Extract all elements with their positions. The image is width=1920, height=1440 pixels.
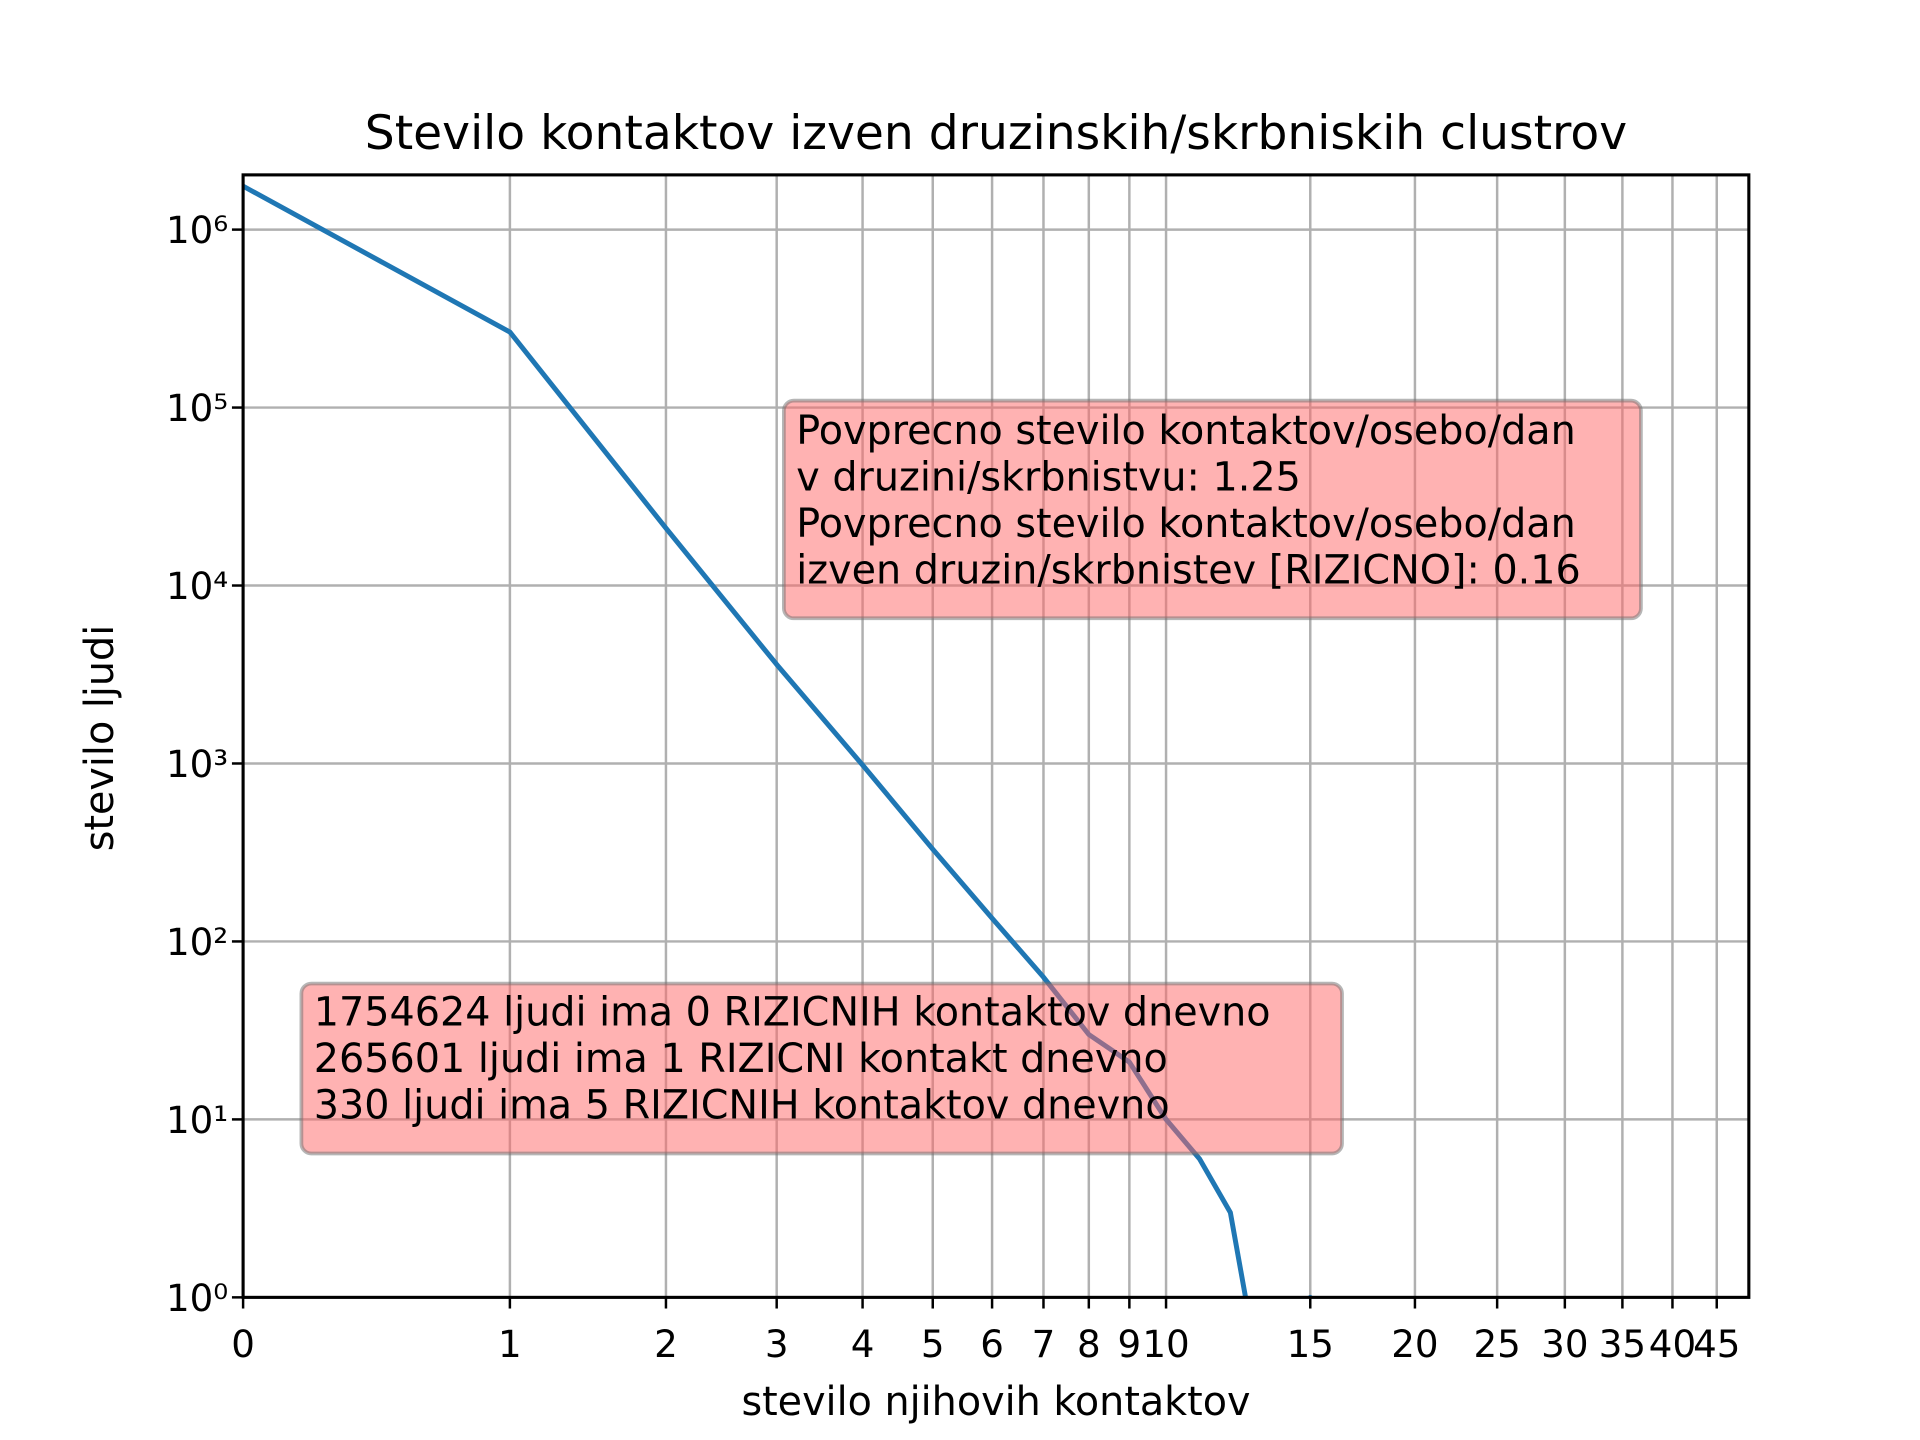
x-axis-label: stevilo njihovih kontaktov [741, 1379, 1250, 1425]
data-line [243, 183, 1356, 1298]
x-tick-label: 8 [1077, 1322, 1101, 1366]
annotation-background [782, 398, 1643, 621]
y-axis-label: stevilo ljudi [77, 625, 123, 851]
x-tick-label: 45 [1693, 1322, 1740, 1366]
annotation-line: Povprecno stevilo kontaktov/osebo/dan [796, 501, 1575, 547]
x-tick-label: 10 [1142, 1322, 1189, 1366]
annotation-line: 265601 ljudi ima 1 RIZICNI kontakt dnevn… [314, 1036, 1168, 1082]
x-tick-label: 35 [1599, 1322, 1646, 1366]
x-tick-label: 30 [1541, 1322, 1588, 1366]
y-tick-label: 10⁵ [166, 386, 228, 430]
ticks: 0 1 2 3 4 5 6 7 8 9 10 15 20 25 30 35 404510⁰10¹10²10³10… [166, 208, 1740, 1366]
annotation-line: v druzini/skrbnistvu: 1.25 [796, 455, 1301, 501]
axes-frame [241, 173, 1751, 1299]
x-tick-label: 1 [498, 1322, 522, 1366]
x-tick-label: 5 [921, 1322, 945, 1366]
x-tick-label: 3 [765, 1322, 789, 1366]
plot-area [243, 183, 1356, 1298]
annotation-line: izven druzin/skrbnistev [RIZICNO]: 0.16 [796, 548, 1581, 594]
y-tick-label: 10² [166, 920, 228, 964]
x-tick-label: 0 [231, 1322, 255, 1366]
y-tick-label: 10¹ [166, 1098, 228, 1142]
x-tick-label: 15 [1287, 1322, 1334, 1366]
y-tick-label: 10⁶ [166, 208, 228, 252]
y-tick-label: 10⁰ [166, 1276, 228, 1320]
chart-title: Stevilo kontaktov izven druzinskih/skrbn… [365, 106, 1627, 161]
x-tick-label: 25 [1473, 1322, 1520, 1366]
y-tick-label: 10³ [166, 742, 228, 786]
x-tick-label: 9 [1118, 1322, 1142, 1366]
x-tick-label: 20 [1391, 1322, 1438, 1366]
annotation-line: Povprecno stevilo kontaktov/osebo/dan [796, 408, 1575, 454]
y-tick-label: 10⁴ [166, 564, 228, 608]
annotation-background [299, 981, 1344, 1156]
x-tick-label: 6 [980, 1322, 1004, 1366]
x-tick-label: 4 [851, 1322, 875, 1366]
annotation-line: 330 ljudi ima 5 RIZICNIH kontaktov dnevn… [314, 1083, 1170, 1129]
x-tick-label: 7 [1032, 1322, 1056, 1366]
x-tick-label: 40 [1649, 1322, 1696, 1366]
annotation-line: 1754624 ljudi ima 0 RIZICNIH kontaktov d… [314, 990, 1271, 1036]
annotation-box: 1754624 ljudi ima 0 RIZICNIH kontaktov d… [299, 981, 1344, 1156]
x-tick-label: 2 [654, 1322, 678, 1366]
